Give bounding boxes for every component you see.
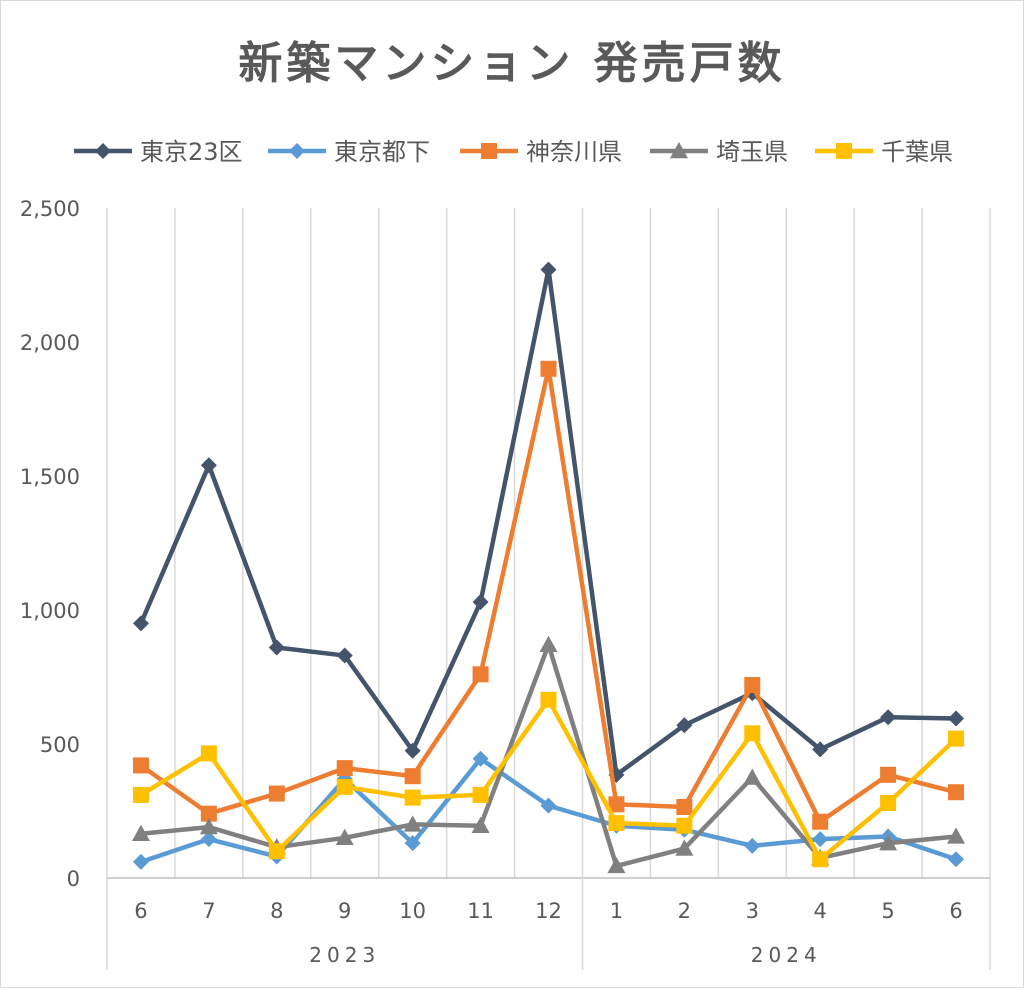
y-tick-label: 0 (67, 867, 80, 891)
x-tick-label: 8 (270, 899, 283, 923)
legend-item-2: 東京都下 (268, 138, 430, 166)
legend-item-3: 神奈川県 (460, 138, 622, 166)
data-point (948, 710, 965, 727)
y-tick-label: 2,000 (20, 331, 80, 355)
data-point (132, 853, 149, 870)
series-line (139, 697, 958, 862)
x-tick-label: 9 (338, 899, 351, 923)
data-point (744, 677, 761, 694)
series-line (139, 366, 957, 824)
data-point (744, 837, 761, 854)
data-point (675, 839, 694, 856)
x-tick-label: 3 (746, 899, 759, 923)
legend-label: 東京都下 (334, 138, 430, 166)
data-point (540, 261, 557, 278)
x-tick-label: 11 (467, 899, 494, 923)
data-point (268, 785, 285, 802)
data-point (744, 725, 761, 742)
legend-label: 神奈川県 (526, 138, 622, 166)
legend-item-1: 東京23区 (74, 138, 243, 166)
data-point (948, 730, 965, 747)
legend-marker (289, 143, 305, 159)
data-point (880, 794, 897, 811)
data-point (608, 815, 625, 832)
legend-label: 東京23区 (140, 138, 243, 166)
data-point (336, 760, 353, 777)
series-3 (132, 360, 965, 830)
x-tick-label: 2 (678, 899, 691, 923)
chart-title: 新築マンション 発売戸数 (238, 38, 785, 89)
data-point (472, 786, 489, 803)
data-point (812, 831, 829, 848)
data-point (132, 615, 149, 632)
data-point (540, 360, 557, 377)
y-tick-label: 2,500 (20, 197, 80, 221)
data-point (880, 766, 897, 783)
data-point (676, 817, 693, 834)
legend-marker (836, 143, 852, 159)
data-point (676, 717, 693, 734)
data-point (132, 757, 149, 774)
data-point (132, 786, 149, 803)
x-tick-label: 4 (814, 899, 827, 923)
data-point (676, 798, 693, 815)
data-point (607, 856, 626, 874)
data-point (472, 750, 489, 767)
legend-label: 埼玉県 (716, 138, 788, 166)
data-point (812, 741, 829, 758)
data-point (404, 789, 421, 806)
legend-item-5: 千葉県 (815, 138, 953, 166)
data-point (200, 745, 217, 762)
y-tick-label: 500 (40, 733, 80, 757)
data-point (199, 818, 218, 835)
legend-marker (481, 143, 497, 159)
legend-marker (95, 143, 111, 159)
data-point (880, 709, 897, 726)
data-point (336, 778, 353, 795)
data-point (268, 843, 285, 860)
data-point (879, 834, 898, 851)
x-tick-label: 5 (881, 899, 894, 923)
x-tick-label: 10 (399, 899, 426, 923)
data-point (540, 691, 557, 708)
y-tick-label: 1,000 (20, 599, 80, 623)
year-group-label: 2024 (751, 943, 822, 967)
data-point (404, 835, 421, 852)
data-point (812, 851, 829, 868)
data-point (540, 797, 557, 814)
data-point (608, 796, 625, 813)
legend-label: 千葉県 (881, 138, 953, 166)
x-tick-label: 7 (202, 899, 215, 923)
year-group-label: 2023 (309, 943, 380, 967)
data-point (335, 828, 354, 845)
data-point (336, 647, 353, 664)
data-point (200, 457, 217, 474)
data-point (404, 742, 421, 759)
series-5 (132, 691, 965, 868)
data-point (472, 593, 489, 610)
y-tick-label: 1,500 (20, 465, 80, 489)
legend-item-4: 埼玉県 (650, 138, 788, 166)
data-point (948, 784, 965, 801)
data-point (200, 805, 217, 822)
data-point (539, 635, 558, 653)
data-point (812, 813, 829, 830)
data-point (404, 768, 421, 785)
legend-marker (670, 142, 688, 159)
x-tick-label: 12 (535, 899, 562, 923)
x-tick-label: 6 (134, 899, 147, 923)
x-tick-label: 1 (610, 899, 623, 923)
data-point (743, 768, 762, 785)
x-tick-label: 6 (949, 899, 962, 923)
data-point (947, 827, 966, 844)
data-point (471, 816, 490, 833)
data-point (403, 815, 422, 832)
data-point (268, 639, 285, 656)
data-point (472, 666, 489, 683)
data-point (948, 851, 965, 868)
data-point (131, 824, 150, 841)
data-point (200, 831, 217, 848)
